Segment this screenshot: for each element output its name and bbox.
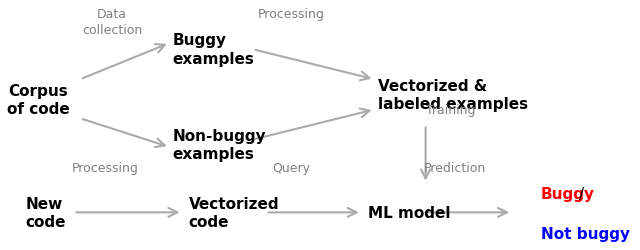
Text: Buggy
examples: Buggy examples [173, 33, 255, 67]
Text: Vectorized
code: Vectorized code [189, 196, 280, 229]
Text: New
code: New code [26, 196, 66, 229]
Text: Processing: Processing [258, 8, 324, 20]
Text: Vectorized &
labeled examples: Vectorized & labeled examples [378, 78, 528, 112]
Text: /: / [579, 186, 584, 201]
Text: Query: Query [272, 161, 310, 174]
Text: Data
collection: Data collection [82, 8, 142, 36]
Text: Buggy: Buggy [541, 186, 595, 201]
Text: ML model: ML model [368, 205, 451, 220]
Text: Non-buggy
examples: Non-buggy examples [173, 128, 266, 162]
Text: Processing: Processing [72, 161, 139, 174]
Text: Not buggy: Not buggy [541, 226, 630, 241]
Text: Training: Training [426, 104, 475, 117]
Text: Corpus
of code: Corpus of code [7, 83, 70, 117]
Text: Prediction: Prediction [423, 161, 486, 174]
